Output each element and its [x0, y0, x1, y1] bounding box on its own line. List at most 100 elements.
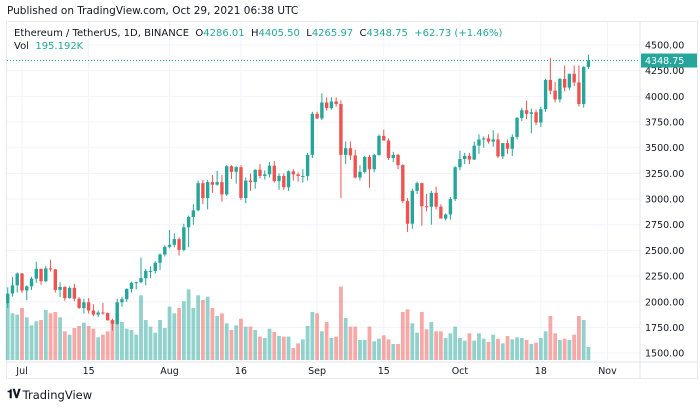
candle-body — [153, 262, 157, 271]
candle-body — [462, 155, 467, 159]
candle-body — [29, 278, 34, 287]
chart-frame — [6, 21, 698, 379]
candle-body — [448, 199, 453, 215]
volume-bar — [562, 338, 567, 360]
volume-bar — [43, 310, 48, 360]
candle-body — [410, 190, 415, 224]
volume-bar — [438, 331, 443, 360]
candle-body — [86, 302, 91, 311]
candle-body — [382, 135, 386, 141]
volume-bar — [62, 331, 67, 360]
candle-body — [415, 183, 419, 191]
volume-bar — [105, 331, 110, 360]
tradingview-logo[interactable]: 𝟏𝐕 TradingView — [7, 387, 92, 402]
candle-body — [110, 320, 115, 324]
volume-bar — [300, 339, 305, 360]
candle-body — [420, 183, 424, 207]
candle-body — [148, 270, 153, 272]
vol-value: 195.192K — [35, 41, 84, 52]
candle-body — [144, 270, 148, 279]
candle-body — [139, 278, 143, 283]
symbol-name[interactable]: Ethereum / TetherUS, 1D, BINANCE — [14, 28, 190, 39]
volume-bar — [267, 328, 272, 360]
price-tick-label: 2750.00 — [645, 220, 684, 231]
volume-bar — [310, 312, 315, 360]
volume-bar — [524, 340, 529, 360]
high-value: 4405.50 — [258, 28, 300, 39]
time-tick-label: 18 — [535, 366, 547, 377]
candle-body — [443, 214, 448, 219]
volume-bar — [415, 332, 419, 360]
volume-bar — [543, 331, 548, 360]
candle-body — [177, 239, 181, 250]
volume-bar — [115, 313, 120, 360]
candle-body — [572, 73, 576, 83]
price-tick-label: 3750.00 — [645, 118, 684, 129]
time-tick-label: Nov — [598, 366, 617, 377]
volume-bar — [315, 313, 320, 360]
candle-body — [296, 174, 300, 176]
candle-body — [334, 101, 338, 105]
volume-bar — [577, 316, 581, 360]
volume-bar — [124, 328, 129, 360]
candle-body — [396, 154, 400, 166]
candle-body — [534, 112, 538, 123]
volume-bar — [229, 330, 234, 360]
tradingview-logo-icon: 𝟏𝐕 — [7, 387, 21, 401]
time-tick-label: 15 — [378, 366, 390, 377]
candle-body — [363, 156, 367, 172]
candle-body — [272, 165, 276, 182]
candle-body — [477, 139, 481, 146]
volume-bar — [258, 336, 262, 360]
volume-bar — [500, 343, 505, 360]
tradingview-logo-text: TradingView — [22, 387, 93, 402]
volume-bar — [162, 328, 167, 360]
candle-body — [239, 167, 243, 199]
volume-bar — [29, 325, 34, 360]
high-label: H — [250, 28, 259, 39]
volume-bar — [296, 343, 300, 360]
candle-body — [82, 302, 86, 308]
volume-bar — [239, 318, 243, 360]
candle-body — [158, 254, 162, 263]
volume-bar — [172, 313, 177, 360]
candle-body — [220, 182, 224, 195]
volume-bar — [91, 328, 96, 360]
candle-body — [248, 180, 253, 183]
candle-body — [267, 165, 272, 175]
volume-bar — [462, 340, 467, 360]
volume-bar — [139, 295, 143, 360]
candle-body — [501, 143, 505, 157]
candle-body — [391, 154, 395, 158]
candle-body — [439, 206, 443, 219]
volume-bar — [324, 322, 329, 360]
volume-bar — [458, 338, 462, 360]
price-tick-label: 4500.00 — [645, 41, 684, 52]
candle-body — [581, 67, 586, 105]
volume-bar — [419, 312, 424, 360]
candle-body — [339, 104, 343, 155]
volume-bar — [291, 348, 296, 360]
price-tick-label: 4250.00 — [645, 66, 684, 77]
candle-body — [401, 165, 405, 202]
candle-body — [229, 166, 234, 172]
volume-bar — [548, 316, 553, 360]
candle-body — [286, 171, 291, 188]
candle-body — [244, 180, 248, 199]
volume-bar — [434, 331, 439, 360]
candle-body — [453, 167, 457, 200]
candle-body — [586, 60, 591, 67]
volume-bar — [81, 322, 86, 360]
time-tick-label: Aug — [160, 366, 179, 377]
candle-body — [115, 302, 119, 324]
candle-body — [548, 79, 553, 91]
volume-bar — [148, 326, 153, 360]
candle-body — [324, 102, 329, 109]
candle-body — [329, 101, 334, 109]
candle-body — [343, 148, 348, 155]
candle-body — [472, 145, 476, 160]
time-tick-label: 16 — [235, 366, 247, 377]
candle-body — [263, 174, 267, 176]
close-label: C — [359, 28, 367, 39]
